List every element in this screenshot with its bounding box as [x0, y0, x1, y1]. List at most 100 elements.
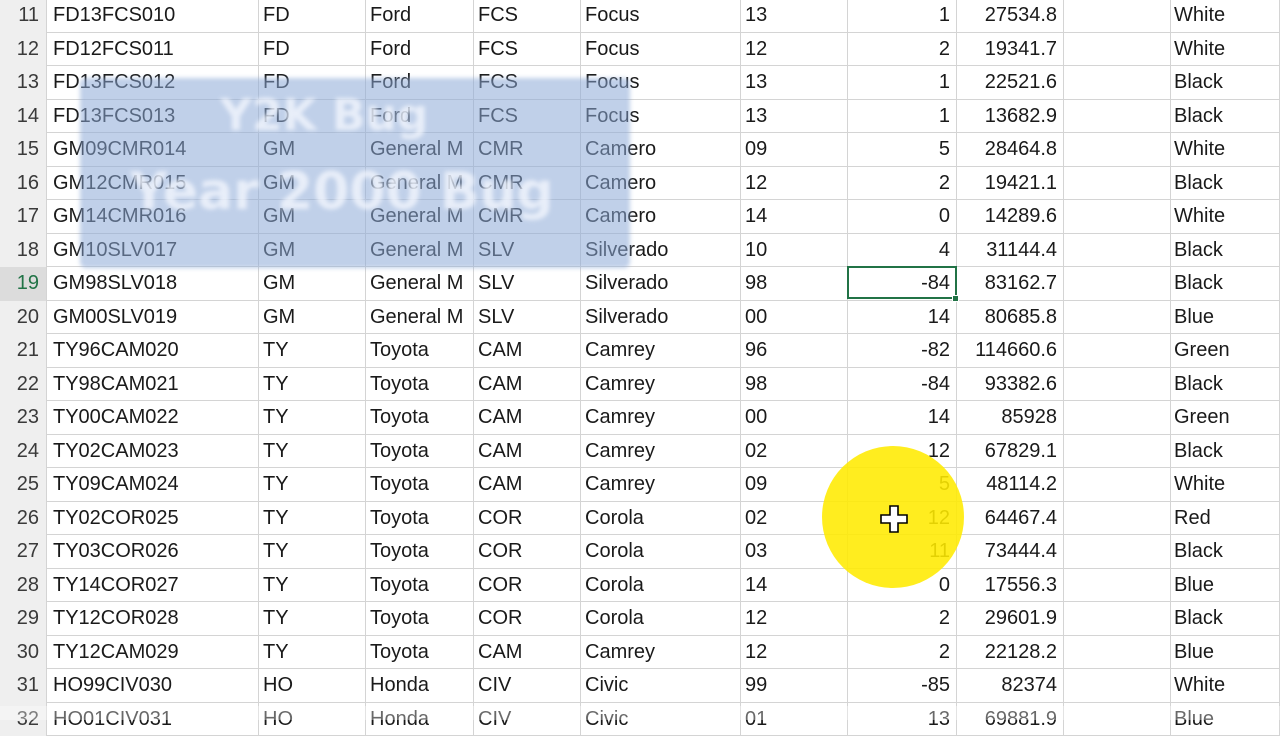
cell-color[interactable]: White [1171, 200, 1280, 234]
row-number[interactable]: 17 [0, 200, 47, 234]
cell-model[interactable]: Camrey [581, 468, 741, 502]
cell-id[interactable]: HO99CIV030 [47, 669, 259, 703]
cell-model[interactable]: Corola [581, 502, 741, 536]
cell-year[interactable]: 14 [741, 200, 848, 234]
cell-make-code[interactable]: TY [259, 535, 366, 569]
row-number[interactable]: 26 [0, 502, 47, 536]
cell-age[interactable]: -84 [848, 368, 957, 402]
cell-color[interactable]: Black [1171, 535, 1280, 569]
cell-model-code[interactable]: COR [474, 602, 581, 636]
cell-id[interactable]: TY14COR027 [47, 569, 259, 603]
cell-color[interactable]: Blue [1171, 636, 1280, 670]
cell-age[interactable]: 2 [848, 602, 957, 636]
cell-age[interactable]: 5 [848, 133, 957, 167]
cell-mileage[interactable]: 31144.4 [957, 234, 1064, 268]
cell-mileage[interactable]: 17556.3 [957, 569, 1064, 603]
cell-year[interactable]: 09 [741, 133, 848, 167]
cell-model[interactable]: Camrey [581, 435, 741, 469]
cell-empty[interactable] [1064, 200, 1171, 234]
cell-color[interactable]: Green [1171, 401, 1280, 435]
cell-id[interactable]: TY00CAM022 [47, 401, 259, 435]
row-number[interactable]: 11 [0, 0, 47, 33]
cell-make[interactable]: Ford [366, 33, 474, 67]
cell-empty[interactable] [1064, 435, 1171, 469]
cell-color[interactable]: Black [1171, 66, 1280, 100]
cell-color[interactable]: White [1171, 468, 1280, 502]
cell-year[interactable]: 12 [741, 167, 848, 201]
cell-id[interactable]: FD12FCS011 [47, 33, 259, 67]
cell-age[interactable]: -85 [848, 669, 957, 703]
cell-age[interactable]: 1 [848, 66, 957, 100]
cell-empty[interactable] [1064, 569, 1171, 603]
row-number[interactable]: 16 [0, 167, 47, 201]
fill-handle[interactable] [952, 295, 959, 302]
cell-empty[interactable] [1064, 33, 1171, 67]
cell-mileage[interactable]: 22128.2 [957, 636, 1064, 670]
cell-mileage[interactable]: 73444.4 [957, 535, 1064, 569]
cell-model-code[interactable]: CAM [474, 636, 581, 670]
cell-id[interactable]: TY09CAM024 [47, 468, 259, 502]
cell-mileage[interactable]: 82374 [957, 669, 1064, 703]
cell-mileage[interactable]: 14289.6 [957, 200, 1064, 234]
cell-year[interactable]: 13 [741, 100, 848, 134]
cell-age[interactable]: -84 [848, 267, 957, 301]
cell-color[interactable]: Black [1171, 267, 1280, 301]
cell-age[interactable]: 0 [848, 200, 957, 234]
cell-mileage[interactable]: 67829.1 [957, 435, 1064, 469]
cell-empty[interactable] [1064, 368, 1171, 402]
cell-year[interactable]: 13 [741, 66, 848, 100]
cell-mileage[interactable]: 93382.6 [957, 368, 1064, 402]
cell-year[interactable]: 99 [741, 669, 848, 703]
cell-color[interactable]: Black [1171, 435, 1280, 469]
cell-model-code[interactable]: SLV [474, 301, 581, 335]
cell-make-code[interactable]: TY [259, 602, 366, 636]
cell-model-code[interactable]: CAM [474, 334, 581, 368]
cell-mileage[interactable]: 19421.1 [957, 167, 1064, 201]
cell-age[interactable]: 4 [848, 234, 957, 268]
cell-model[interactable]: Camrey [581, 636, 741, 670]
cell-make-code[interactable]: TY [259, 636, 366, 670]
cell-color[interactable]: Black [1171, 234, 1280, 268]
cell-age[interactable]: 2 [848, 636, 957, 670]
cell-id[interactable]: FD13FCS010 [47, 0, 259, 33]
row-number[interactable]: 14 [0, 100, 47, 134]
cell-model[interactable]: Corola [581, 535, 741, 569]
cell-mileage[interactable]: 27534.8 [957, 0, 1064, 33]
cell-empty[interactable] [1064, 636, 1171, 670]
cell-model-code[interactable]: CAM [474, 401, 581, 435]
cell-make[interactable]: Toyota [366, 334, 474, 368]
cell-make-code[interactable]: TY [259, 435, 366, 469]
cell-empty[interactable] [1064, 301, 1171, 335]
cell-age[interactable]: 2 [848, 33, 957, 67]
cell-mileage[interactable]: 64467.4 [957, 502, 1064, 536]
cell-make[interactable]: Toyota [366, 435, 474, 469]
cell-empty[interactable] [1064, 602, 1171, 636]
cell-id[interactable]: GM00SLV019 [47, 301, 259, 335]
cell-make-code[interactable]: FD [259, 0, 366, 33]
cell-mileage[interactable]: 22521.6 [957, 66, 1064, 100]
cell-make-code[interactable]: TY [259, 502, 366, 536]
row-number[interactable]: 31 [0, 669, 47, 703]
cell-make-code[interactable]: GM [259, 267, 366, 301]
cell-model-code[interactable]: CAM [474, 435, 581, 469]
row-number[interactable]: 21 [0, 334, 47, 368]
cell-model-code[interactable]: FCS [474, 0, 581, 33]
row-number[interactable]: 24 [0, 435, 47, 469]
cell-color[interactable]: White [1171, 0, 1280, 33]
cell-year[interactable]: 12 [741, 636, 848, 670]
cell-make[interactable]: General M [366, 301, 474, 335]
cell-make[interactable]: Honda [366, 669, 474, 703]
row-number[interactable]: 30 [0, 636, 47, 670]
cell-color[interactable]: Green [1171, 334, 1280, 368]
cell-model[interactable]: Civic [581, 669, 741, 703]
cell-make[interactable]: Toyota [366, 401, 474, 435]
cell-model[interactable]: Silverado [581, 301, 741, 335]
cell-make-code[interactable]: TY [259, 334, 366, 368]
cell-age[interactable]: 1 [848, 0, 957, 33]
row-number[interactable]: 18 [0, 234, 47, 268]
cell-make[interactable]: General M [366, 267, 474, 301]
cell-model-code[interactable]: SLV [474, 267, 581, 301]
cell-color[interactable]: White [1171, 33, 1280, 67]
cell-id[interactable]: TY12COR028 [47, 602, 259, 636]
cell-year[interactable]: 13 [741, 0, 848, 33]
